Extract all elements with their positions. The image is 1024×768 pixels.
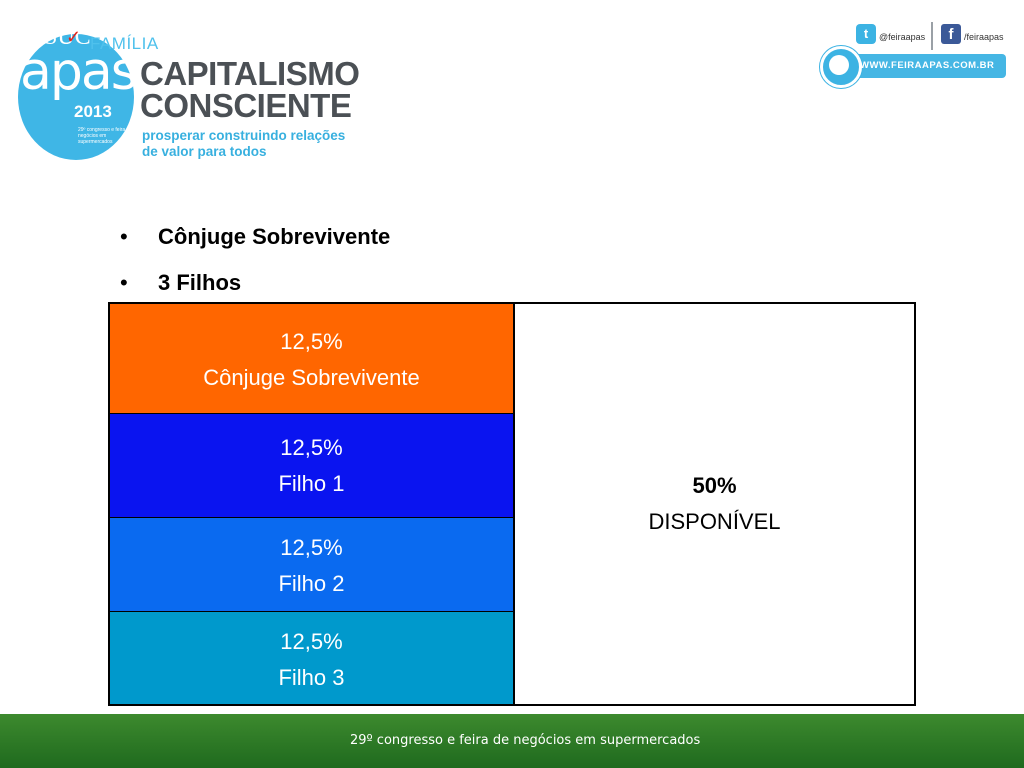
cell-label: DISPONÍVEL [648,509,781,534]
footer-bar [0,714,1024,768]
logo-year: 2013 [74,102,112,121]
overlay-title-fragment: SUC [44,24,91,50]
logo-caption: 29º congresso e feira de negócios em sup… [78,127,133,145]
twitter-icon[interactable]: t [856,24,876,44]
brand-title-line: CONSCIENTE [140,87,352,124]
bullet-list: • Cônjuge Sobrevivente • 3 Filhos [120,222,390,314]
bullet-text: 3 Filhos [158,270,242,295]
logo-circle [18,34,134,160]
cell-percent: 50% [692,473,737,498]
table-cell-child-3: 12,5% Filho 3 [110,612,513,704]
bullet-marker: • [120,224,128,249]
cell-label: Cônjuge Sobrevivente [203,365,420,390]
cell-percent: 12,5% [280,329,343,354]
cell-percent: 12,5% [280,435,343,460]
bullet-text: Cônjuge Sobrevivente [158,224,391,249]
cell-label: Filho 1 [278,471,345,496]
bullet-marker: • [120,270,128,295]
brand-tagline-line: de valor para todos [142,144,267,159]
check-icon: ✓ [66,27,82,47]
bullet-item: • 3 Filhos [120,268,390,314]
table-divider [513,304,515,704]
brand-title-line: CAPITALISMO [140,55,360,92]
cell-percent: 12,5% [280,535,343,560]
cell-label: Filho 2 [278,571,345,596]
overlay-subtitle: FAMÍLIA [90,34,159,53]
brand-tagline: prosperar construindo relações de valor … [142,128,345,160]
table-cell-child-2: 12,5% Filho 2 [110,518,513,612]
brand-tagline-line: prosperar construindo relações [142,128,346,143]
facebook-icon[interactable]: f [941,24,961,44]
website-bar [838,54,1006,78]
twitter-handle[interactable]: @feiraapas [879,32,926,42]
table-cell-available: 50% DISPONÍVEL [515,304,914,704]
inheritance-table: 12,5% Cônjuge Sobrevivente 12,5% Filho 1… [108,302,916,706]
bullet-item: • Cônjuge Sobrevivente [120,222,390,268]
logo-word: apas [20,42,138,102]
table-cell-child-1: 12,5% Filho 1 [110,414,513,518]
website-link[interactable]: WWW.FEIRAAPAS.COM.BR [860,60,995,71]
footer-text: 29º congresso e feira de negócios em sup… [350,733,701,748]
cell-label: Filho 3 [278,665,345,690]
social-divider [931,22,933,50]
globe-icon-inner [829,55,849,75]
cell-percent: 12,5% [280,629,343,654]
brand-title: CAPITALISMO CONSCIENTE [140,55,360,124]
table-cell-spouse: 12,5% Cônjuge Sobrevivente [110,304,513,414]
facebook-handle[interactable]: /feiraapas [964,32,1004,42]
